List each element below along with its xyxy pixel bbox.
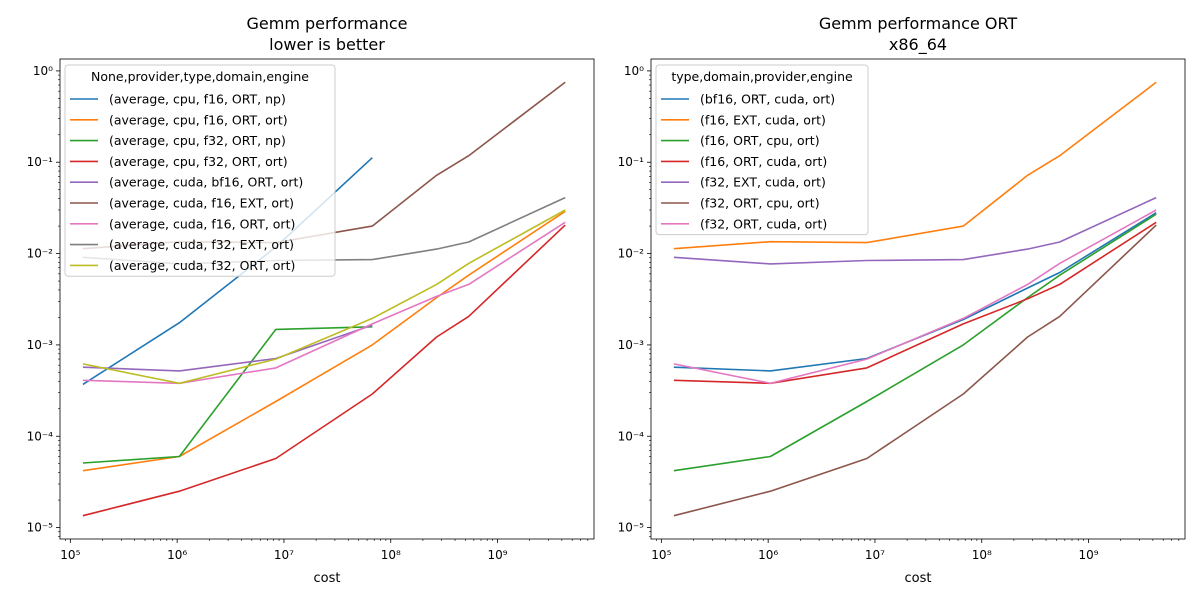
legend-entry: (f32, EXT, cuda, ort) — [700, 175, 826, 190]
x-tick-label: 10⁸ — [972, 548, 992, 562]
x-axis-label: cost — [905, 571, 932, 586]
legend-entry: (f16, ORT, cpu, ort) — [700, 133, 820, 148]
x-tick-label: 10⁷ — [274, 548, 294, 562]
y-tick-label: 10⁻⁵ — [27, 521, 54, 535]
series-line-7 — [673, 209, 1157, 385]
y-tick-label: 10⁻³ — [27, 338, 54, 352]
plot-frame — [650, 58, 1186, 540]
legend-entry: (bf16, ORT, cuda, ort) — [700, 92, 835, 107]
chart-title: Gemm performance — [247, 14, 408, 33]
series-line-3 — [82, 326, 373, 464]
chart-title: Gemm performance ORT — [819, 14, 1018, 33]
x-tick-label: 10⁶ — [758, 548, 778, 562]
legend-entry: (average, cuda, f32, ORT, ort) — [109, 258, 295, 273]
chart-subtitle: x86_64 — [889, 35, 947, 55]
series-line-9 — [82, 209, 566, 385]
y-tick-label: 10⁰ — [33, 64, 53, 78]
plot-frame — [59, 58, 595, 540]
series-line-3 — [673, 213, 1157, 472]
legend-box — [655, 64, 869, 236]
series-line-1 — [673, 212, 1157, 372]
series-line-5 — [673, 196, 1157, 265]
y-tick-label: 10⁻³ — [618, 338, 645, 352]
y-tick-label: 10⁻⁴ — [618, 429, 645, 443]
legend-entry: (average, cpu, f16, ORT, np) — [109, 92, 286, 107]
legend: None,provider,type,domain,engine (average… — [64, 64, 336, 277]
chart-panel-2: Gemm performance ORT x86_64 10⁵ 10⁶ 10⁷ 10⁸ 10… — [618, 14, 1186, 586]
series-line-6 — [673, 224, 1157, 517]
legend-title: type,domain,provider,engine — [671, 69, 853, 84]
legend-entry: (f16, ORT, cuda, ort) — [700, 154, 827, 169]
y-tick-label: 10⁻² — [27, 247, 54, 261]
y-tick-label: 10⁻¹ — [618, 155, 645, 169]
legend-entry: (average, cuda, bf16, ORT, ort) — [109, 175, 303, 190]
x-tick-label: 10⁷ — [865, 548, 885, 562]
x-tick-label: 10⁵ — [651, 548, 671, 562]
y-tick-label: 10⁻⁵ — [618, 521, 645, 535]
legend-entry: (average, cuda, f16, EXT, ort) — [109, 196, 294, 211]
legend-entry: (f32, ORT, cuda, ort) — [700, 216, 827, 231]
legend-entry: (average, cpu, f32, ORT, ort) — [109, 154, 288, 169]
y-tick-label: 10⁻¹ — [27, 155, 54, 169]
legend-entry: (average, cuda, f32, EXT, ort) — [109, 237, 294, 252]
legend-title: None,provider,type,domain,engine — [91, 69, 309, 84]
legend: type,domain,provider,engine (bf16, ORT, c… — [655, 64, 869, 236]
series-line-4 — [673, 221, 1157, 385]
series-line-4 — [82, 224, 566, 517]
x-tick-label: 10⁵ — [60, 548, 80, 562]
chart-subtitle: lower is better — [269, 35, 385, 54]
legend-entry: (f32, ORT, cpu, ort) — [700, 196, 820, 211]
x-tick-label: 10⁸ — [381, 548, 401, 562]
legend-entry: (average, cuda, f16, ORT, ort) — [109, 216, 295, 231]
x-axis-label: cost — [314, 571, 341, 586]
series-line-5 — [82, 324, 373, 372]
y-tick-label: 10⁰ — [624, 64, 644, 78]
x-tick-label: 10⁹ — [1079, 548, 1099, 562]
series-line-2 — [673, 81, 1157, 250]
legend-entry: (average, cpu, f16, ORT, ort) — [109, 112, 288, 127]
x-tick-label: 10⁶ — [167, 548, 187, 562]
y-tick-label: 10⁻² — [618, 247, 645, 261]
y-tick-label: 10⁻⁴ — [27, 429, 54, 443]
chart-panel-1: Gemm performance lower is better 10⁵ 10⁶ 10⁷… — [27, 14, 595, 586]
legend-entry: (f16, EXT, cuda, ort) — [700, 112, 826, 127]
legend-box — [64, 64, 336, 277]
x-tick-label: 10⁹ — [488, 548, 508, 562]
legend-entry: (average, cpu, f32, ORT, np) — [109, 133, 286, 148]
